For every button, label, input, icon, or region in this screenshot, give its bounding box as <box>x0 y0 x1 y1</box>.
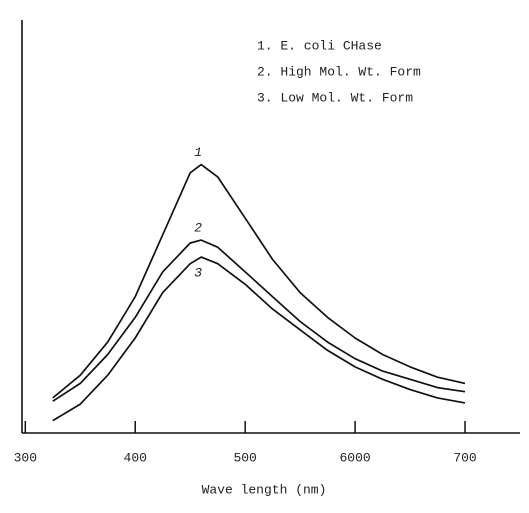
legend-entry: 3. Low Mol. Wt. Form <box>257 90 413 105</box>
x-tick-label: 6000 <box>339 450 370 465</box>
legend-entry: 2. High Mol. Wt. Form <box>257 64 421 79</box>
x-tick-label: 400 <box>124 450 147 465</box>
curve-label: 3 <box>194 265 202 280</box>
x-tick-label: 500 <box>233 450 256 465</box>
x-tick-label: 300 <box>14 450 37 465</box>
curve-label: 2 <box>194 221 202 236</box>
x-tick-label: 700 <box>453 450 476 465</box>
curve-label: 1 <box>194 145 202 160</box>
line-series <box>52 256 466 422</box>
line-series <box>52 163 466 399</box>
line-series <box>52 239 466 402</box>
legend-entry: 1. E. coli CHase <box>257 38 382 53</box>
x-axis-label: Wave length (nm) <box>202 482 327 497</box>
